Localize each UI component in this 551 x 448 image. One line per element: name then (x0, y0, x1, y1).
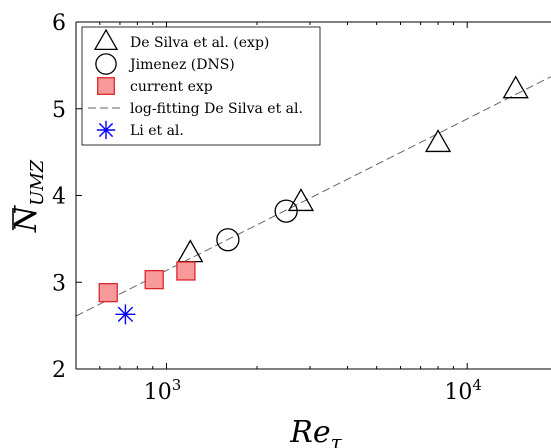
point-de-silva-et-al-exp-2 (424, 129, 452, 153)
point-de-silva-et-al-exp-1 (287, 188, 315, 212)
point-li-et-al-0 (115, 304, 136, 325)
svg-text:NUMZ: NUMZ (9, 159, 48, 233)
legend-swatch-jimenez-dns (95, 53, 117, 75)
x-tick-label: 104 (444, 376, 482, 405)
axis-labels: Reτ NUMZ (9, 159, 343, 448)
point-current-exp-2 (176, 261, 196, 281)
legend-label-current-exp: current exp (130, 79, 213, 95)
y-tick-label: 5 (52, 98, 66, 123)
legend: De Silva et al. (exp) Jimenez (DNS) curren… (81, 26, 321, 146)
y-axis-label: NUMZ (9, 159, 48, 233)
point-current-exp-1 (144, 269, 164, 290)
y-tick-label: 6 (52, 11, 66, 36)
y-tick-label: 3 (52, 271, 66, 296)
legend-swatch-li-et-al (96, 120, 116, 140)
point-de-silva-et-al-exp-3 (502, 75, 529, 99)
legend-label-jimenez-dns: Jimenez (DNS) (128, 57, 235, 73)
legend-label-log-fitting-de-silva-et-al: log-fitting De Silva et al. (130, 101, 303, 117)
x-tick-label: 103 (144, 376, 182, 405)
legend-swatch-current-exp (97, 77, 115, 95)
legend-label-li-et-al: Li et al. (130, 123, 184, 139)
legend-label-de-silva-et-al-exp: De Silva et al. (exp) (130, 35, 269, 51)
y-tick-label: 2 (52, 358, 66, 383)
point-current-exp-0 (98, 283, 118, 303)
legend-box (81, 26, 321, 146)
series-layer (76, 75, 551, 325)
legend-swatch-de-silva-et-al-exp (93, 28, 119, 51)
point-jimenez-dns-0 (216, 228, 240, 252)
point-jimenez-dns-1 (274, 199, 298, 223)
y-tick-label: 4 (52, 185, 66, 210)
x-axis-label: Reτ (289, 415, 342, 448)
axes-layer: 2 3 4 5 6 103 104 (52, 11, 551, 405)
